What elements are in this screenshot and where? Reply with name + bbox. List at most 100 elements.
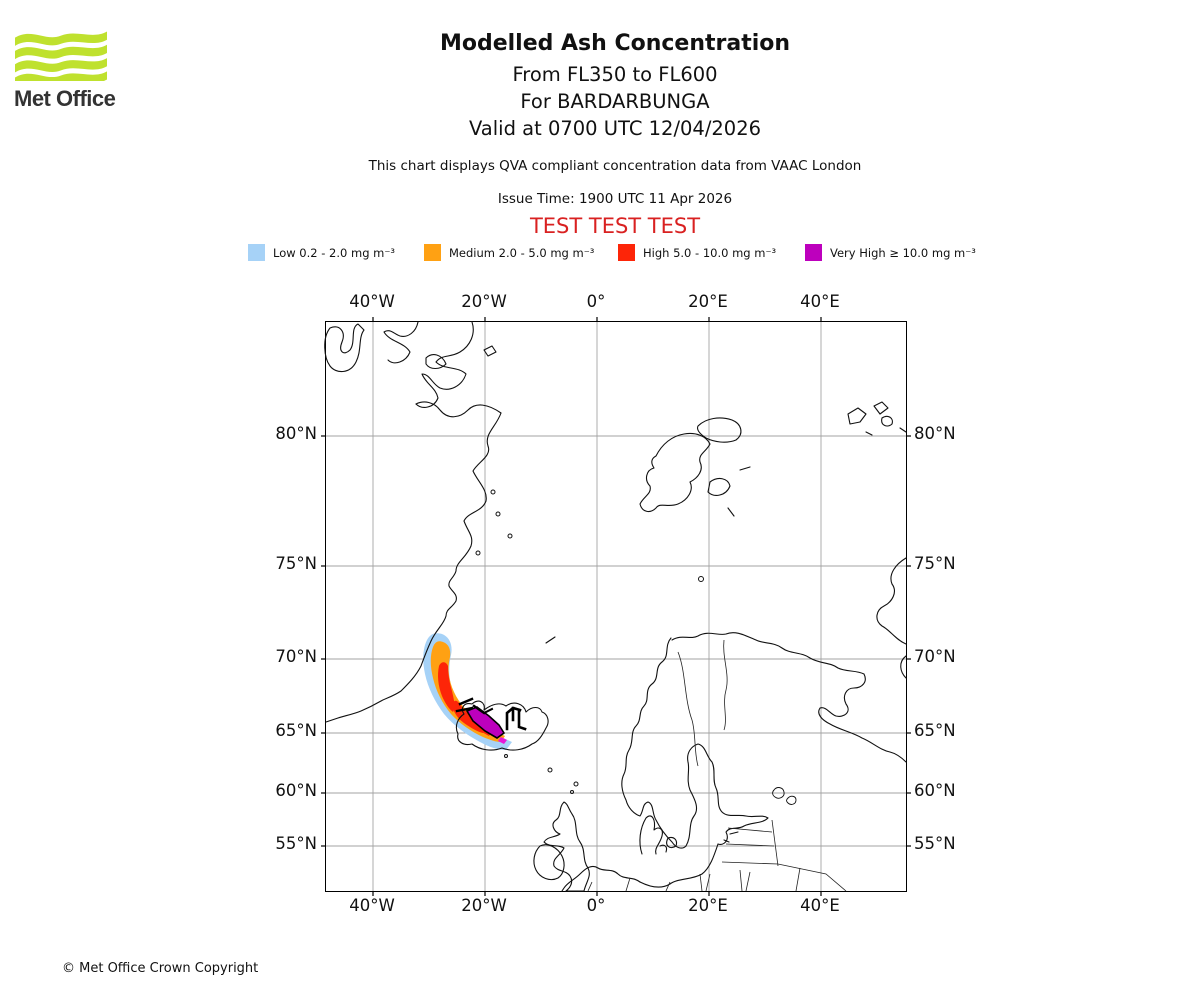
lon-label-top: 20°W bbox=[461, 292, 507, 311]
coastline bbox=[739, 466, 751, 471]
lon-label-top: 20°E bbox=[688, 292, 728, 311]
country-border bbox=[665, 881, 671, 892]
legend-item-very-high: Very High ≥ 10.0 mg m⁻³ bbox=[805, 244, 976, 261]
coastline bbox=[876, 557, 907, 645]
small-island bbox=[507, 533, 513, 539]
lon-label-bottom: 20°E bbox=[688, 896, 728, 915]
country-border bbox=[725, 843, 775, 847]
country-border bbox=[777, 863, 847, 892]
lat-label-left: 60°N bbox=[275, 781, 317, 800]
lat-label-right: 55°N bbox=[914, 834, 956, 853]
lon-label-bottom: 40°E bbox=[800, 896, 840, 915]
legend-label-high: High 5.0 - 10.0 mg m⁻³ bbox=[643, 245, 777, 260]
lon-label-bottom: 0° bbox=[586, 896, 606, 915]
met-office-logo-text: Met Office bbox=[14, 86, 116, 111]
lat-label-right: 75°N bbox=[914, 554, 956, 573]
lon-label-top: 0° bbox=[586, 292, 606, 311]
lat-label-left: 65°N bbox=[275, 721, 317, 740]
coastline bbox=[707, 477, 731, 496]
lon-label-top: 40°W bbox=[349, 292, 395, 311]
coastline bbox=[324, 323, 365, 373]
coastline bbox=[873, 401, 889, 415]
legend-item-high: High 5.0 - 10.0 mg m⁻³ bbox=[618, 244, 776, 261]
coastline bbox=[383, 321, 419, 364]
lat-label-right: 80°N bbox=[914, 424, 956, 443]
coastline bbox=[865, 431, 873, 436]
country-border bbox=[771, 819, 779, 867]
legend-item-low: Low 0.2 - 2.0 mg m⁻³ bbox=[248, 244, 395, 261]
coastline bbox=[727, 507, 735, 517]
coastline bbox=[455, 700, 549, 751]
map-frame bbox=[321, 317, 911, 896]
coastline bbox=[325, 412, 502, 723]
coastline bbox=[639, 743, 769, 888]
subtitle-volcano: For BARDARBUNGA bbox=[520, 90, 710, 113]
legend-item-medium: Medium 2.0 - 5.0 mg m⁻³ bbox=[424, 244, 594, 261]
country-border bbox=[739, 869, 743, 892]
lat-label-right: 70°N bbox=[914, 647, 956, 666]
plume-coast-mark bbox=[458, 697, 474, 706]
coastline bbox=[847, 407, 867, 425]
coastline bbox=[561, 865, 641, 892]
coastline bbox=[900, 655, 907, 679]
legend-swatch-low bbox=[248, 244, 265, 261]
coastline bbox=[533, 844, 565, 881]
small-island bbox=[570, 790, 574, 794]
legend-label-very-high: Very High ≥ 10.0 mg m⁻³ bbox=[830, 245, 976, 260]
coastline bbox=[671, 632, 907, 763]
lake bbox=[772, 787, 785, 799]
coastline bbox=[425, 354, 447, 370]
lake bbox=[786, 795, 797, 805]
small-island bbox=[475, 550, 481, 556]
legend-label-medium: Medium 2.0 - 5.0 mg m⁻³ bbox=[449, 245, 595, 260]
country-border bbox=[795, 867, 801, 892]
test-banner: TEST TEST TEST bbox=[529, 214, 701, 238]
plume-coast-mark bbox=[505, 706, 527, 731]
coastline bbox=[696, 417, 742, 443]
country-border bbox=[745, 871, 751, 892]
country-border bbox=[677, 651, 699, 767]
country-border bbox=[699, 873, 703, 892]
qva-description: This chart displays QVA compliant concen… bbox=[368, 158, 862, 174]
lat-label-right: 65°N bbox=[914, 721, 956, 740]
copyright-text: © Met Office Crown Copyright bbox=[62, 961, 259, 976]
coastline bbox=[729, 831, 739, 835]
plume-coast-mark bbox=[455, 706, 474, 713]
lon-label-top: 40°E bbox=[800, 292, 840, 311]
coastline bbox=[723, 839, 730, 843]
coastline bbox=[483, 345, 497, 357]
lon-label-bottom: 20°W bbox=[461, 896, 507, 915]
map-svg bbox=[321, 317, 911, 896]
coastline bbox=[881, 415, 893, 427]
coastline bbox=[545, 636, 556, 644]
subtitle-flight-levels: From FL350 to FL600 bbox=[512, 63, 718, 86]
coastline bbox=[666, 836, 678, 849]
small-island bbox=[573, 781, 579, 787]
coastline bbox=[899, 427, 907, 433]
lon-label-bottom: 40°W bbox=[349, 896, 395, 915]
country-border bbox=[587, 881, 593, 892]
country-border bbox=[705, 873, 711, 892]
country-border bbox=[625, 877, 631, 892]
coastline bbox=[543, 801, 590, 892]
plume-high bbox=[452, 700, 485, 733]
small-island bbox=[495, 511, 501, 517]
plume-coast-mark bbox=[472, 704, 486, 715]
coastline bbox=[659, 844, 668, 853]
legend-swatch-medium bbox=[424, 244, 441, 261]
page-title: Modelled Ash Concentration bbox=[439, 31, 791, 56]
small-island bbox=[490, 489, 496, 495]
legend-swatch-very-high bbox=[805, 244, 822, 261]
plume-coast-mark bbox=[484, 707, 494, 714]
lat-label-left: 55°N bbox=[275, 834, 317, 853]
small-island bbox=[547, 767, 553, 773]
lat-label-right: 60°N bbox=[914, 781, 956, 800]
lat-label-left: 75°N bbox=[275, 554, 317, 573]
lat-label-left: 70°N bbox=[275, 647, 317, 666]
plume-high bbox=[438, 662, 455, 712]
plume-very_high_tip bbox=[498, 737, 507, 744]
country-border bbox=[723, 639, 728, 731]
coastline bbox=[415, 401, 502, 418]
met-office-logo-waves-icon bbox=[15, 31, 107, 81]
